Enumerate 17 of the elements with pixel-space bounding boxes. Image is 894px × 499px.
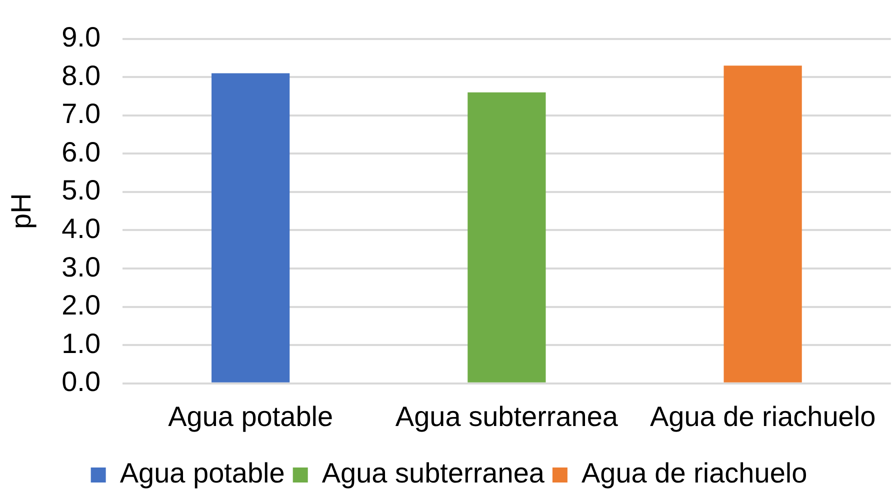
y-tick-label: 1.0: [62, 328, 101, 359]
y-tick-label: 3.0: [62, 251, 101, 282]
y-tick-label: 7.0: [62, 98, 101, 130]
y-tick-label: 6.0: [62, 136, 101, 168]
x-tick-label: Agua subterranea: [395, 400, 618, 432]
x-tick-label: Agua de riachuelo: [650, 400, 876, 432]
legend-label: Agua subterranea: [322, 458, 545, 489]
x-tick-label: Agua potable: [168, 400, 334, 432]
y-tick-label: 9.0: [62, 22, 101, 53]
y-axis-title: pH: [6, 193, 37, 229]
y-tick-label: 4.0: [62, 212, 101, 244]
y-tick-label: 2.0: [62, 290, 101, 321]
y-tick-label: 0.0: [62, 366, 101, 398]
legend-label: Agua potable: [120, 458, 285, 489]
legend-label: Agua de riachuelo: [581, 458, 808, 489]
y-tick-label: 5.0: [62, 174, 101, 206]
y-tick-label: 8.0: [62, 60, 101, 91]
